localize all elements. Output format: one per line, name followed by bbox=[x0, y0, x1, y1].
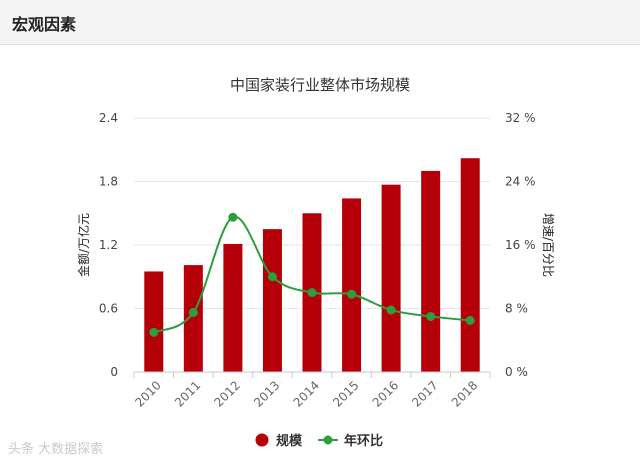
x-tick-label: 2013 bbox=[251, 378, 282, 409]
y-tick-label: 0 bbox=[110, 365, 118, 379]
watermark: 头条 大数据探索 bbox=[8, 442, 104, 457]
x-tick-label: 2011 bbox=[172, 378, 203, 409]
bar-2010 bbox=[144, 271, 164, 372]
growth-line bbox=[153, 216, 471, 334]
growth-point-2015 bbox=[347, 289, 357, 299]
x-tick-label: 2015 bbox=[330, 378, 361, 409]
bar-2015 bbox=[342, 198, 362, 372]
section-header: 宏观因素 bbox=[0, 0, 640, 45]
x-tick-label: 2014 bbox=[291, 378, 322, 409]
legend-bar-marker bbox=[255, 433, 269, 447]
y2-tick-label: 16 % bbox=[505, 238, 536, 252]
legend-line-label[interactable]: 年环比 bbox=[344, 433, 383, 449]
growth-point-2018 bbox=[465, 315, 475, 325]
y2-tick-label: 8 % bbox=[505, 302, 528, 316]
y-tick-label: 1.2 bbox=[99, 238, 118, 252]
y-tick-label: 2.4 bbox=[99, 111, 118, 125]
growth-point-2017 bbox=[426, 311, 436, 321]
section-title: 宏观因素 bbox=[12, 15, 77, 34]
y-tick-label: 1.8 bbox=[99, 175, 118, 189]
x-tick-label: 2010 bbox=[132, 378, 163, 409]
bar-2012 bbox=[223, 243, 243, 372]
y2-tick-label: 32 % bbox=[505, 111, 536, 125]
bar-2018 bbox=[460, 158, 480, 372]
growth-point-2011 bbox=[188, 307, 198, 317]
growth-point-2010 bbox=[149, 327, 159, 337]
x-tick-label: 2018 bbox=[449, 378, 480, 409]
bar-2013 bbox=[262, 229, 282, 372]
x-tick-label: 2017 bbox=[409, 378, 440, 409]
legend-line-marker bbox=[323, 435, 333, 445]
growth-point-2014 bbox=[307, 288, 317, 298]
growth-point-2012 bbox=[228, 212, 238, 222]
y-axis-title: 金额/万亿元 bbox=[76, 213, 91, 277]
y2-tick-label: 0 % bbox=[505, 365, 528, 379]
growth-point-2016 bbox=[386, 305, 396, 315]
market-size-chart: 中国家装行业整体市场规模 0 0.6 1.2 1.8 2.4 0 % 8 % 16 % 24 %… bbox=[76, 76, 555, 449]
bar-2016 bbox=[381, 184, 401, 372]
x-tick-label: 2016 bbox=[370, 378, 401, 409]
y-tick-label: 0.6 bbox=[99, 302, 118, 316]
y2-axis-title: 增速/百分比 bbox=[541, 213, 555, 277]
chart-title: 中国家装行业整体市场规模 bbox=[230, 76, 410, 94]
bar-2011 bbox=[183, 265, 203, 372]
legend-bar-label[interactable]: 规模 bbox=[276, 433, 303, 449]
y2-tick-label: 24 % bbox=[505, 175, 536, 189]
x-tick-label: 2012 bbox=[212, 378, 243, 409]
growth-point-2013 bbox=[267, 272, 277, 282]
bar-2017 bbox=[421, 170, 441, 372]
